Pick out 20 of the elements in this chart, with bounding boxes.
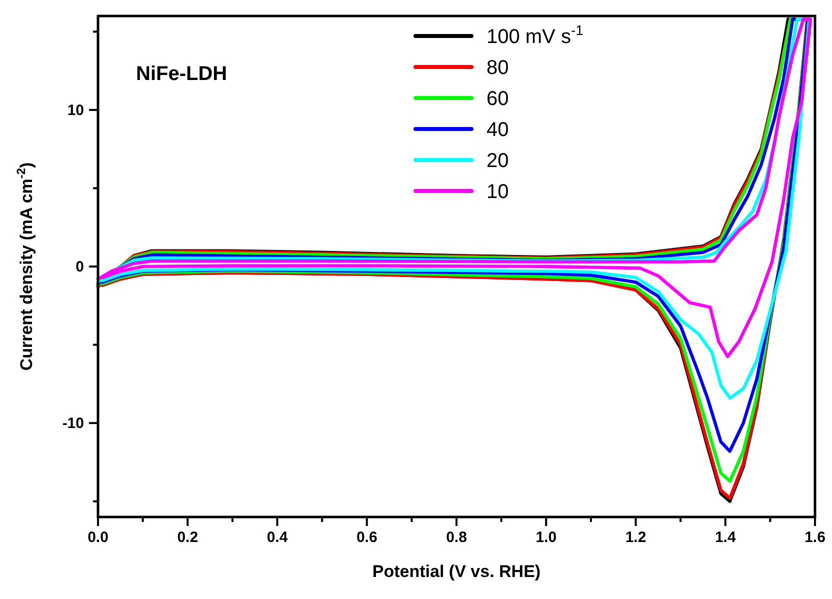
y-tick-label: 0 — [76, 258, 84, 276]
annotation: NiFe-LDH — [136, 63, 228, 85]
x-tick-label: 1.2 — [625, 529, 646, 546]
x-tick-label: 1.4 — [714, 529, 736, 546]
legend-label: 100 mV s$^{-1}$ — [486, 22, 584, 48]
legend-label: 20 — [486, 150, 509, 172]
x-tick-label: 0.4 — [266, 529, 288, 546]
legend-label: 80 — [486, 57, 509, 79]
legend-label: 60 — [486, 88, 509, 110]
x-tick-label: 0.2 — [177, 529, 198, 546]
x-axis-title: Potential (V vs. RHE) — [372, 562, 541, 581]
x-tick-label: 0.8 — [446, 529, 467, 546]
legend-label: 10 — [486, 181, 509, 203]
x-tick-label: 0.6 — [356, 529, 378, 546]
y-tick-label: 10 — [67, 102, 84, 119]
x-tick-label: 0.0 — [88, 529, 108, 546]
legend-label: 40 — [486, 119, 509, 141]
y-tick-label: -10 — [62, 415, 84, 432]
x-tick-label: 1.0 — [536, 529, 557, 546]
x-tick-label: 1.6 — [804, 529, 826, 546]
